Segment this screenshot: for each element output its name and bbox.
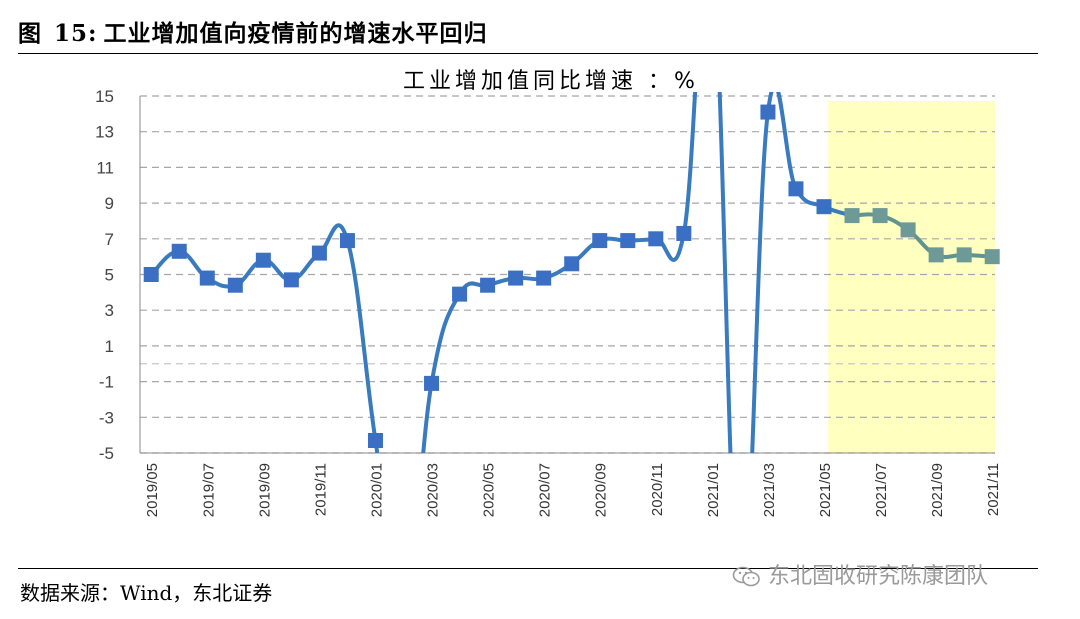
x-tick-label: 2019/11: [312, 463, 329, 516]
y-tick-label: 3: [105, 301, 114, 320]
data-point: [648, 231, 664, 247]
source-note: 数据来源：Wind，东北证券: [20, 581, 273, 605]
data-point: [844, 208, 860, 224]
data-point: [900, 222, 916, 238]
y-tick-label: 13: [95, 123, 114, 142]
data-point: [143, 267, 159, 282]
x-tick-label: 2020/01: [368, 463, 385, 517]
x-tick-label: 2019/05: [144, 463, 161, 517]
figure-number: 15:: [54, 20, 98, 47]
y-tick-label: 7: [105, 230, 114, 249]
figure-label: 图: [18, 20, 42, 47]
bottom-rule: [18, 568, 1038, 569]
x-tick-label: 2021/07: [873, 463, 890, 517]
data-point: [452, 286, 468, 302]
data-point: [199, 270, 215, 286]
top-rule: [18, 53, 1038, 54]
y-tick-label: 11: [96, 158, 114, 177]
data-point: [676, 225, 692, 241]
wechat-icon: [732, 566, 760, 587]
x-tick-label: 2020/09: [593, 463, 610, 517]
y-tick-label: -5: [99, 444, 114, 463]
chart: 15 13 11 9 7 5 3 1 -1 -3 -5 2019/05 2019/07 2019/09 20…: [95, 69, 1002, 517]
data-point: [283, 272, 299, 288]
figure-title: 图 15: 工业增加值向疫情前的增速水平回归: [18, 14, 488, 48]
data-point: [171, 243, 187, 259]
y-tick-label: -1: [99, 373, 114, 392]
data-point: [536, 270, 552, 286]
figure-title-text: 工业增加值向疫情前的增速水平回归: [103, 20, 488, 47]
x-tick-label: 2021/01: [705, 463, 722, 517]
data-point: [424, 375, 440, 391]
x-tick-label: 2021/11: [985, 463, 1002, 516]
y-tick-label: 9: [105, 194, 114, 213]
data-point: [816, 199, 832, 215]
x-tick-label: 2019/07: [200, 463, 217, 517]
watermark: 东北固收研究陈康团队: [732, 558, 988, 590]
x-tick-label: 2019/09: [256, 463, 273, 517]
data-point: [480, 277, 496, 293]
x-tick-label: 2020/07: [537, 463, 554, 517]
highlight-band: [828, 101, 995, 453]
data-point: [311, 245, 327, 261]
data-point: [956, 247, 972, 263]
chart-title: 工业增加值同比增速 ：%: [403, 69, 699, 94]
data-point: [508, 270, 524, 286]
watermark-text: 东北固收研究陈康团队: [768, 564, 989, 589]
data-point: [984, 249, 1000, 265]
data-point: [928, 247, 944, 263]
data-point: [339, 233, 355, 249]
y-tick-label: 5: [105, 266, 114, 285]
x-tick-label: 2021/09: [929, 463, 946, 517]
data-point: [872, 208, 888, 224]
x-tick-label: 2021/05: [817, 463, 834, 517]
x-tick-label: 2020/03: [425, 463, 442, 517]
data-point: [592, 233, 608, 249]
data-point: [227, 277, 243, 293]
x-tick-label: 2021/03: [761, 463, 778, 517]
data-point: [760, 104, 776, 120]
data-point: [620, 233, 636, 249]
data-point: [367, 433, 383, 449]
x-tick-label: 2020/11: [649, 463, 666, 516]
data-point: [788, 181, 804, 197]
y-tick-label: -3: [99, 408, 114, 427]
data-point: [564, 256, 580, 272]
x-tick-label: 2020/05: [481, 463, 498, 517]
data-point: [255, 252, 271, 268]
y-tick-label: 15: [95, 87, 114, 106]
y-tick-label: 1: [105, 337, 114, 356]
